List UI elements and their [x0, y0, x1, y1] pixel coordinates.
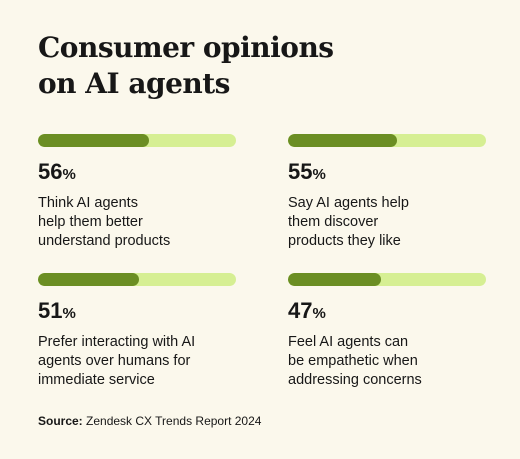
percent-sign: %	[312, 166, 326, 183]
stat-card-4: 47% Feel AI agents can be empathetic whe…	[288, 273, 488, 390]
source-label: Source:	[38, 414, 83, 428]
stat-value: 47	[288, 298, 313, 323]
chart-title: Consumer opinions on AI agents	[38, 30, 478, 102]
title-line-2: on AI agents	[38, 67, 230, 100]
description-line: agents over humans for	[38, 353, 191, 369]
description-line: understand products	[38, 233, 171, 249]
stat-description: Feel AI agents can be empathetic when ad…	[288, 333, 488, 390]
description-line: be empathetic when	[288, 353, 418, 369]
percent-sign: %	[62, 166, 76, 183]
description-line: Think AI agents	[38, 195, 138, 211]
percent-sign: %	[62, 305, 76, 322]
description-line: immediate service	[38, 372, 155, 388]
description-line: products they like	[288, 233, 401, 249]
description-line: help them better	[38, 214, 143, 230]
source-note: Source: Zendesk CX Trends Report 2024	[38, 413, 261, 429]
bar-track	[288, 273, 486, 286]
stat-description: Say AI agents help them discover product…	[288, 194, 488, 251]
percent-sign: %	[312, 305, 326, 322]
bar-fill	[38, 273, 139, 286]
source-text: Zendesk CX Trends Report 2024	[82, 414, 262, 428]
stat-description: Prefer interacting with AI agents over h…	[38, 333, 238, 390]
stat-card-3: 51% Prefer interacting with AI agents ov…	[38, 273, 238, 390]
stat-percentage: 55%	[288, 159, 488, 188]
description-line: addressing concerns	[288, 372, 422, 388]
bar-track	[38, 273, 236, 286]
bar-fill	[288, 134, 397, 147]
description-line: Say AI agents help	[288, 195, 409, 211]
description-line: Prefer interacting with AI	[38, 334, 196, 350]
bar-fill	[38, 134, 149, 147]
description-line: them discover	[288, 214, 379, 230]
stat-card-2: 55% Say AI agents help them discover pro…	[288, 134, 488, 251]
bar-fill	[288, 273, 382, 286]
description-line: Feel AI agents can	[288, 334, 409, 350]
stat-percentage: 56%	[38, 159, 238, 188]
bar-track	[288, 134, 486, 147]
stat-card-1: 56% Think AI agents help them better und…	[38, 134, 238, 251]
stat-description: Think AI agents help them better underst…	[38, 194, 238, 251]
title-line-1: Consumer opinions	[38, 31, 334, 64]
stat-percentage: 47%	[288, 298, 488, 327]
stat-value: 55	[288, 159, 313, 184]
stat-value: 56	[38, 159, 63, 184]
stat-percentage: 51%	[38, 298, 238, 327]
bar-track	[38, 134, 236, 147]
stat-value: 51	[38, 298, 63, 323]
